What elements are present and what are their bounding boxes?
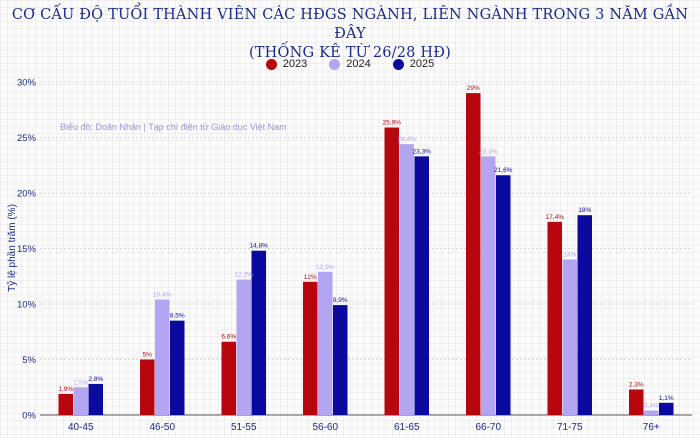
y-axis-ticks: 0% 5% 10% 15% 20% 25% 30% — [17, 78, 37, 422]
legend-item-2024[interactable]: 2024 — [329, 58, 371, 70]
value-label-2025-76+: 1,1% — [659, 395, 674, 402]
y-tick-label: 5% — [22, 355, 36, 366]
x-tick-label: 61-65 — [394, 422, 420, 433]
bar-2025-76+ — [659, 402, 674, 415]
legend-swatch-2023 — [265, 58, 277, 70]
value-label-2023-56-60: 12% — [304, 274, 317, 281]
title-line-1: CƠ CẤU ĐỘ TUỔI THÀNH VIÊN CÁC HĐGS NGÀNH… — [11, 7, 689, 42]
bar-2023-46-50 — [140, 359, 155, 415]
value-label-2024-46-50: 10,4% — [153, 292, 172, 299]
x-tick-label: 46-50 — [149, 422, 175, 433]
value-label-2024-56-60: 12,9% — [316, 264, 335, 271]
bar-2024-40-45 — [73, 387, 88, 415]
chart-credit: Biểu đồ: Doãn Nhân | Tạp chí điện tử Giá… — [60, 122, 287, 132]
legend-label-2023: 2023 — [282, 58, 308, 70]
value-label-2023-51-55: 6,6% — [221, 334, 236, 341]
value-label-2024-71-75: 14% — [563, 252, 576, 259]
value-label-2025-40-45: 2,8% — [88, 376, 103, 383]
value-labels: 1,9%2,5% 2,8% 5% 10,4% 8,5% 6,6% 12,2% 14,8% 12%… — [58, 85, 674, 409]
y-tick-label: 20% — [17, 189, 37, 200]
y-tick-label: 10% — [17, 300, 37, 311]
legend-item-2025[interactable]: 2025 — [392, 58, 435, 70]
x-tick-label: 76+ — [643, 422, 660, 433]
bar-2024-71-75 — [562, 259, 577, 415]
y-tick-label: 15% — [17, 244, 37, 255]
chart-title: CƠ CẤU ĐỘ TUỔI THÀNH VIÊN CÁC HĐGS NGÀNH… — [0, 6, 700, 63]
value-label-2025-66-70: 21,6% — [494, 167, 513, 174]
bar-2024-76+ — [644, 410, 659, 415]
bar-2023-40-45 — [58, 393, 73, 415]
legend-item-2023[interactable]: 2023 — [265, 58, 308, 70]
y-tick-label: 0% — [22, 411, 36, 422]
value-label-2023-40-45: 1,9% — [58, 386, 73, 393]
bars — [58, 93, 674, 415]
value-label-2025-51-55: 14,8% — [250, 243, 269, 250]
bar-2024-66-70 — [481, 156, 496, 415]
legend-swatch-2024 — [329, 58, 341, 70]
value-label-2023-61-65: 25,9% — [383, 120, 402, 127]
value-label-2023-76+: 2,3% — [629, 381, 644, 388]
value-label-2024-40-45: 2,5% — [73, 379, 88, 386]
legend-swatch-2025 — [392, 58, 404, 70]
y-tick-label: 30% — [17, 78, 37, 89]
bar-2025-56-60 — [333, 305, 348, 415]
bar-2023-56-60 — [303, 281, 318, 415]
bar-2024-56-60 — [318, 271, 333, 415]
value-label-2025-46-50: 8,5% — [170, 313, 185, 320]
y-axis-label: Tỷ lệ phần trăm (%) — [6, 204, 18, 292]
bar-2025-40-45 — [88, 383, 103, 415]
bar-2025-61-65 — [414, 156, 429, 415]
value-label-2024-66-70: 23,3% — [479, 148, 498, 155]
value-label-2023-46-50: 5% — [143, 352, 153, 359]
value-label-2025-71-75: 18% — [578, 207, 591, 214]
bar-2023-71-75 — [547, 221, 562, 415]
bar-2023-76+ — [629, 389, 644, 415]
bar-2025-51-55 — [251, 250, 266, 415]
bar-2023-61-65 — [384, 127, 399, 415]
legend-label-2024: 2024 — [346, 58, 371, 70]
bar-2024-51-55 — [236, 279, 251, 415]
x-tick-label: 51-55 — [231, 422, 257, 433]
value-label-2025-56-60: 9,9% — [333, 297, 348, 304]
value-label-2025-61-65: 23,3% — [413, 148, 432, 155]
y-tick-label: 25% — [17, 133, 37, 144]
x-tick-label: 40-45 — [68, 422, 94, 433]
bar-2025-46-50 — [170, 320, 185, 415]
x-tick-label: 71-75 — [557, 422, 583, 433]
value-label-2024-51-55: 12,2% — [235, 272, 254, 279]
bar-2025-71-75 — [577, 215, 592, 415]
x-tick-label: 56-60 — [312, 422, 338, 433]
bar-2023-51-55 — [221, 341, 236, 415]
bar-2024-61-65 — [399, 144, 414, 415]
legend: 2023 2024 2025 — [0, 58, 700, 70]
x-tick-label: 66-70 — [475, 422, 501, 433]
bar-2024-46-50 — [155, 299, 170, 415]
legend-label-2025: 2025 — [409, 58, 435, 70]
x-axis-labels: 40-45 46-50 51-55 56-60 61-65 66-70 71-75 76+ — [68, 422, 660, 433]
value-label-2023-66-70: 29% — [467, 85, 480, 92]
title-line-2: (THỐNG KÊ TỪ 26/28 HĐ) — [248, 45, 452, 61]
value-label-2023-71-75: 17,4% — [546, 214, 565, 221]
value-label-2024-61-65: 24,4% — [398, 136, 417, 143]
bar-2023-66-70 — [466, 93, 481, 415]
value-label-2024-76+: 0,4% — [644, 403, 659, 410]
bar-2025-66-70 — [496, 175, 511, 415]
